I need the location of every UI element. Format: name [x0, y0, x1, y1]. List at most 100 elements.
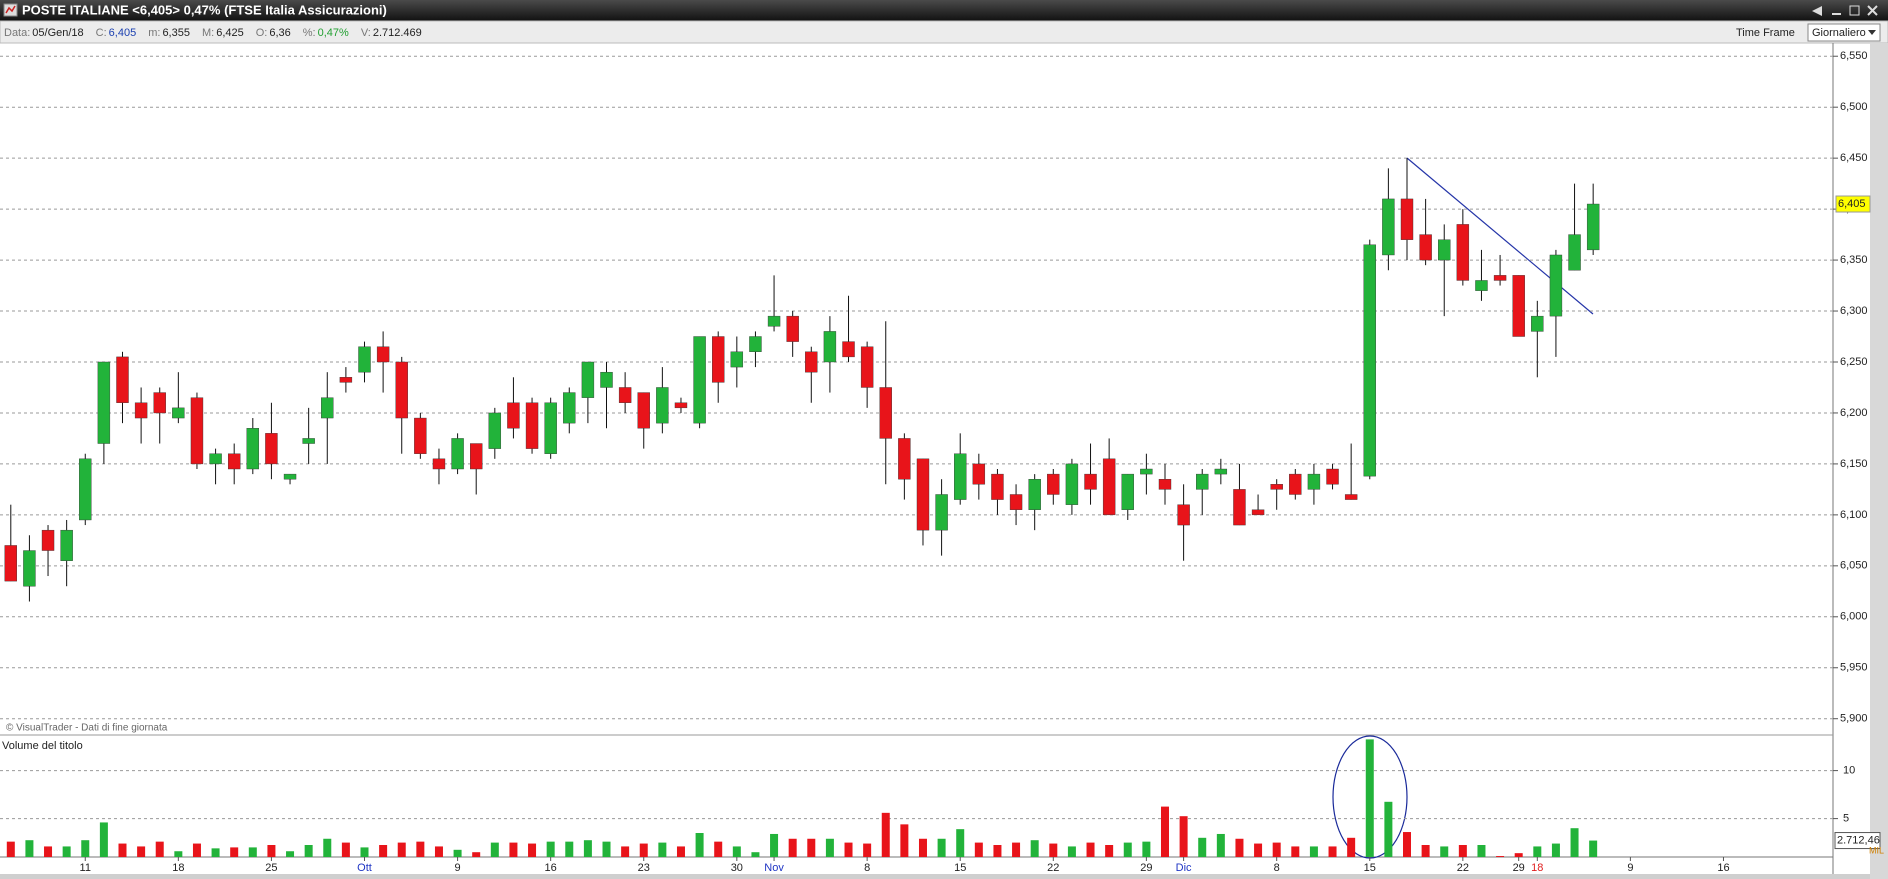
candle-body	[1047, 473, 1060, 495]
volume-bar	[714, 841, 723, 857]
dropdown-arrow[interactable]	[1868, 30, 1876, 35]
volume-bar	[118, 843, 127, 857]
candle-body	[172, 407, 185, 419]
window-buttons[interactable]	[1812, 5, 1878, 16]
candle-body	[265, 433, 278, 465]
candle-body	[153, 392, 166, 414]
volume-bar	[1123, 842, 1132, 857]
volume-bar	[25, 840, 34, 857]
maximize-button[interactable]	[1849, 5, 1860, 16]
candle-body	[283, 473, 297, 480]
scroll-strip[interactable]	[1870, 43, 1888, 879]
trend-line	[1406, 157, 1594, 315]
candle-body	[916, 458, 930, 531]
candle-body	[488, 412, 502, 449]
back-button[interactable]	[1812, 6, 1822, 16]
x-tick-label: 8	[1274, 862, 1280, 874]
candle-body	[1158, 478, 1172, 490]
field-value: 6,36	[269, 27, 290, 39]
volume-bar	[1514, 853, 1523, 857]
window-title: POSTE ITALIANE <6,405> 0,47% (FTSE Itali…	[22, 2, 387, 17]
field-label: m:	[148, 27, 160, 39]
candle-body	[1233, 489, 1246, 526]
candle-body	[1475, 280, 1488, 291]
candle-body	[227, 453, 241, 470]
volume-bar	[1142, 841, 1151, 857]
volume-bar	[1347, 837, 1356, 857]
app-icon-glyph	[5, 5, 16, 14]
x-tick-label: Ott	[357, 862, 372, 874]
x-tick-label: 22	[1047, 862, 1059, 874]
volume-bar	[1272, 842, 1281, 857]
candle-body	[23, 550, 36, 587]
volume-bar	[62, 846, 71, 857]
field-label: V:	[361, 27, 371, 39]
time-frame-label: Time Frame	[1736, 27, 1795, 39]
volume-bar	[863, 843, 872, 857]
volume-bar	[1365, 739, 1374, 857]
y-tick-label: 5,950	[1840, 662, 1868, 674]
candle-body	[1382, 198, 1395, 256]
candle-body	[116, 356, 129, 403]
close-button[interactable]	[1867, 5, 1878, 16]
candle-body	[1512, 275, 1525, 337]
volume-bar	[1254, 843, 1263, 857]
candle-body	[1009, 494, 1023, 510]
x-tick-label: 16	[1717, 862, 1729, 874]
candle-body	[1456, 224, 1470, 281]
candle-body	[1400, 198, 1414, 240]
volume-bar	[918, 838, 927, 857]
candle-body	[451, 438, 464, 470]
x-tick-label: 18	[172, 862, 184, 874]
last-volume-label: 2.712,46	[1837, 834, 1880, 846]
candle-body	[544, 402, 557, 454]
candle-body	[1344, 494, 1358, 500]
volume-bar	[248, 847, 257, 857]
candle-body	[209, 453, 222, 465]
volume-bar	[211, 848, 220, 857]
volume-bar	[1551, 843, 1560, 857]
volume-bar	[1198, 837, 1207, 857]
volume-bar	[583, 840, 592, 857]
volume-bar	[770, 833, 779, 857]
info-bar	[0, 20, 1888, 44]
volume-bar	[528, 843, 537, 857]
volume-bar	[1105, 845, 1114, 857]
volume-bar	[155, 841, 164, 857]
time-frame-select[interactable]	[1807, 23, 1881, 42]
candle-body	[395, 361, 408, 419]
volume-bar	[676, 846, 685, 857]
y-tick-label: 6,000	[1840, 611, 1868, 623]
bottom-scrollbar[interactable]	[0, 874, 1870, 879]
volume-bar	[323, 838, 332, 857]
x-tick-label: 11	[80, 862, 91, 874]
volume-bar	[1403, 832, 1411, 857]
y-tick-label: 6,500	[1840, 101, 1868, 113]
candle-body	[805, 351, 818, 373]
x-tick-label: 8	[864, 862, 870, 874]
minimize-button[interactable]	[1832, 13, 1841, 15]
volume-bar	[341, 842, 350, 857]
candle-body	[1028, 478, 1041, 510]
field-value: 2.712.469	[373, 27, 422, 39]
candle-body	[1196, 473, 1209, 490]
candle-body	[730, 351, 744, 368]
volume-bar	[788, 838, 797, 857]
volume-bar	[1291, 846, 1300, 857]
y-tick-label: 5,900	[1840, 713, 1868, 725]
volume-bar	[360, 847, 369, 857]
time-frame-value: Giornaliero	[1812, 27, 1866, 39]
volume-bar	[1589, 840, 1598, 857]
volume-bar	[397, 842, 406, 857]
x-tick-label: 22	[1457, 862, 1469, 874]
candle-body	[767, 315, 781, 327]
volume-bar	[379, 845, 388, 857]
candle-body	[693, 336, 706, 424]
volume-bar	[44, 846, 53, 857]
candle-body	[1270, 484, 1283, 490]
candle-body	[842, 341, 855, 358]
volume-bar	[1477, 845, 1486, 857]
candle-body	[1438, 239, 1451, 261]
volume-unit: MIL	[1869, 845, 1884, 855]
